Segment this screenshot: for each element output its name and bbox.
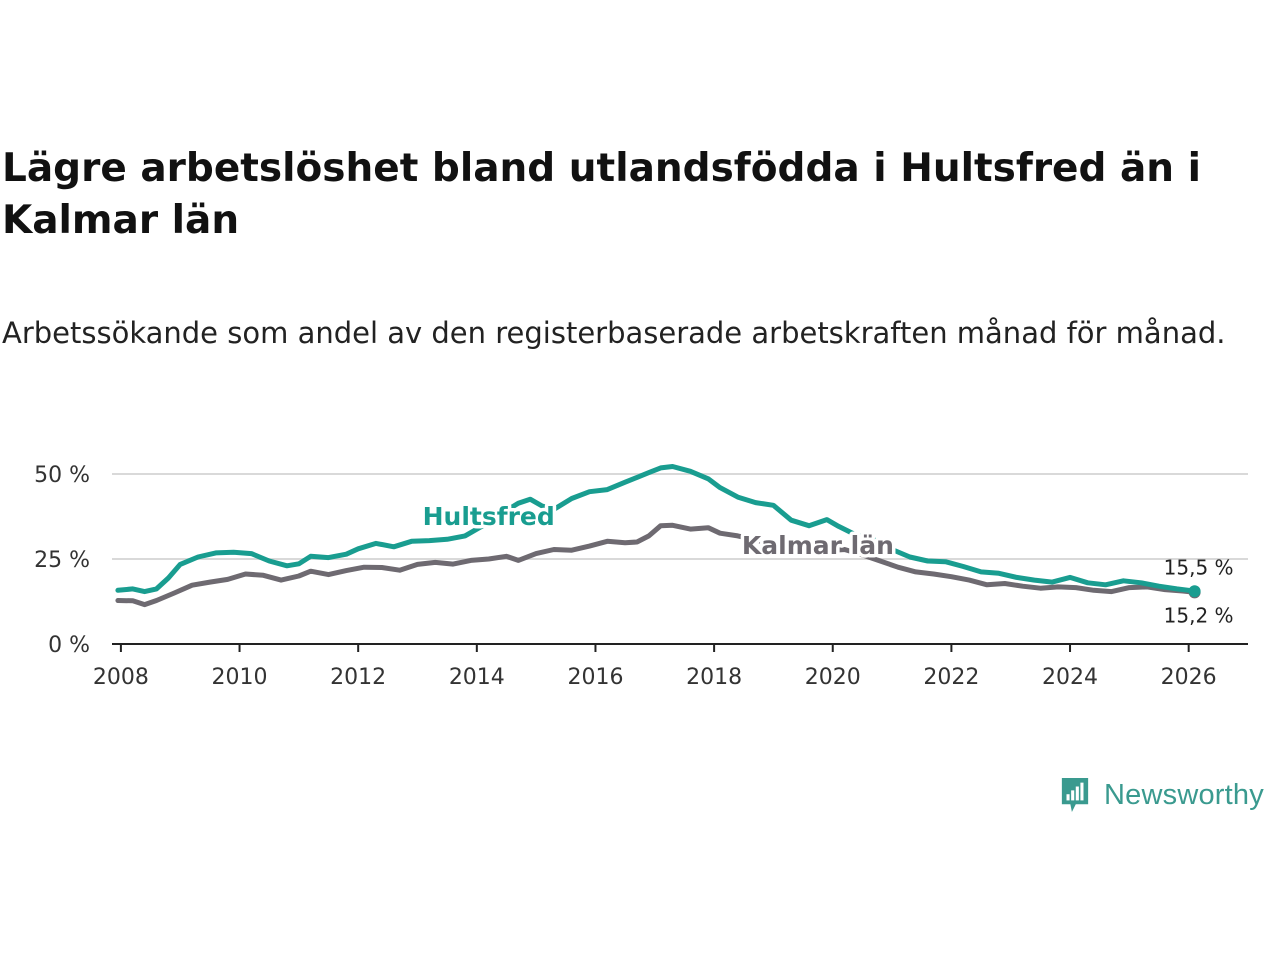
x-tick-label: 2022 xyxy=(923,665,979,690)
end-value-label-hultsfred: 15,5 % xyxy=(1164,555,1234,579)
x-tick-label: 2026 xyxy=(1161,665,1217,690)
series-line-hultsfred xyxy=(115,464,1198,595)
x-tick-label: 2016 xyxy=(567,665,623,690)
x-tick-label: 2024 xyxy=(1042,665,1098,690)
end-value-label-kalmar-l-n: 15,2 % xyxy=(1164,603,1234,627)
newsworthy-logo-icon xyxy=(1061,778,1089,812)
series-label-kalmar-l-n: Kalmar län xyxy=(742,531,894,560)
y-tick-label: 0 % xyxy=(48,633,90,658)
series-labels: Kalmar län Hultsfred 15,5 % 15,2 % xyxy=(419,499,1234,628)
x-tick-label: 2012 xyxy=(330,665,386,690)
y-tick-label: 50 % xyxy=(34,463,90,488)
line-chart: 0 % 25 % 50 % 2008 2010 2012 2014 2016 2018 2020… xyxy=(34,463,1248,690)
series-line-kalmar-l-n xyxy=(115,522,1198,608)
x-axis: 2008 2010 2012 2014 2016 2018 2020 2022 2024 2026 xyxy=(93,643,1248,690)
series-label-hultsfred: Hultsfred xyxy=(423,502,555,531)
x-tick-label: 2010 xyxy=(212,665,268,690)
x-tick-label: 2020 xyxy=(805,665,861,690)
x-tick-label: 2014 xyxy=(449,665,505,690)
series-endpoint-hultsfred xyxy=(1188,585,1201,598)
y-tick-label: 25 % xyxy=(34,548,90,573)
chart-title: Lägre arbetslöshet bland utlandsfödda i … xyxy=(2,146,1202,243)
gridlines: 0 % 25 % 50 % xyxy=(34,463,1248,658)
x-tick-label: 2018 xyxy=(686,665,742,690)
series-lines xyxy=(115,464,1201,608)
chart-subtitle: Arbetssökande som andel av den registerb… xyxy=(2,316,1226,350)
brand-name: Newsworthy xyxy=(1104,778,1264,811)
x-tick-label: 2008 xyxy=(93,665,149,690)
newsworthy-brand: Newsworthy xyxy=(1058,772,1264,818)
